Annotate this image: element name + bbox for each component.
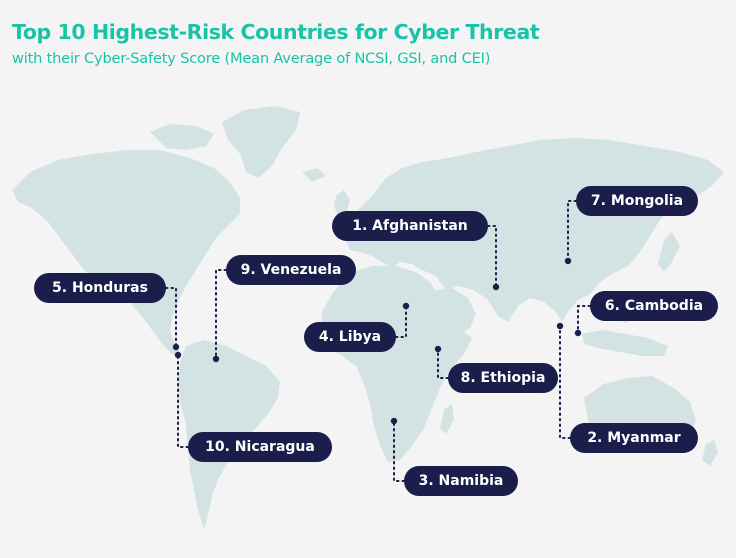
new-zealand-landmass xyxy=(702,440,718,466)
arctic-islands-landmass xyxy=(150,124,214,150)
leader-namibia xyxy=(393,420,405,482)
marker-namibia xyxy=(390,417,398,425)
label-namibia[interactable]: 3. Namibia xyxy=(404,466,518,496)
label-libya[interactable]: 4. Libya xyxy=(304,322,396,352)
leader-libya xyxy=(395,305,407,338)
leader-nicaragua xyxy=(177,354,189,448)
madagascar-landmass xyxy=(440,404,454,434)
country-markers xyxy=(172,257,582,425)
leader-cambodia xyxy=(577,305,591,334)
leader-honduras xyxy=(165,287,177,348)
north-america-landmass xyxy=(12,150,240,356)
marker-afghanistan xyxy=(492,283,500,291)
label-honduras[interactable]: 5. Honduras xyxy=(34,273,166,303)
marker-myanmar xyxy=(556,322,564,330)
label-ethiopia[interactable]: 8. Ethiopia xyxy=(448,363,558,393)
map-subtitle: with their Cyber-Safety Score (Mean Aver… xyxy=(12,50,491,67)
label-myanmar[interactable]: 2. Myanmar xyxy=(570,423,698,453)
africa-landmass xyxy=(320,266,472,462)
label-afghanistan[interactable]: 1. Afghanistan xyxy=(332,211,488,241)
label-venezuela[interactable]: 9. Venezuela xyxy=(226,255,356,285)
uk-landmass xyxy=(334,190,350,216)
map-title: Top 10 Highest-Risk Countries for Cyber … xyxy=(12,20,540,44)
label-mongolia[interactable]: 7. Mongolia xyxy=(576,186,698,216)
iceland-landmass xyxy=(302,168,326,182)
leader-mongolia xyxy=(567,200,577,262)
southeast-asia-islands-landmass xyxy=(582,330,668,356)
marker-cambodia xyxy=(574,329,582,337)
marker-nicaragua xyxy=(174,351,182,359)
label-nicaragua[interactable]: 10. Nicaragua xyxy=(188,432,332,462)
label-cambodia[interactable]: 6. Cambodia xyxy=(590,291,718,321)
eurasia-landmass xyxy=(344,138,724,322)
marker-libya xyxy=(402,302,410,310)
leader-afghanistan xyxy=(487,225,497,288)
marker-honduras xyxy=(172,343,180,351)
japan-landmass xyxy=(658,232,680,272)
marker-venezuela xyxy=(212,355,220,363)
marker-mongolia xyxy=(564,257,572,265)
marker-ethiopia xyxy=(434,345,442,353)
leader-myanmar xyxy=(559,325,571,439)
leader-lines xyxy=(165,200,591,482)
leader-venezuela xyxy=(215,269,227,360)
leader-ethiopia xyxy=(437,348,449,379)
greenland-landmass xyxy=(222,106,300,178)
